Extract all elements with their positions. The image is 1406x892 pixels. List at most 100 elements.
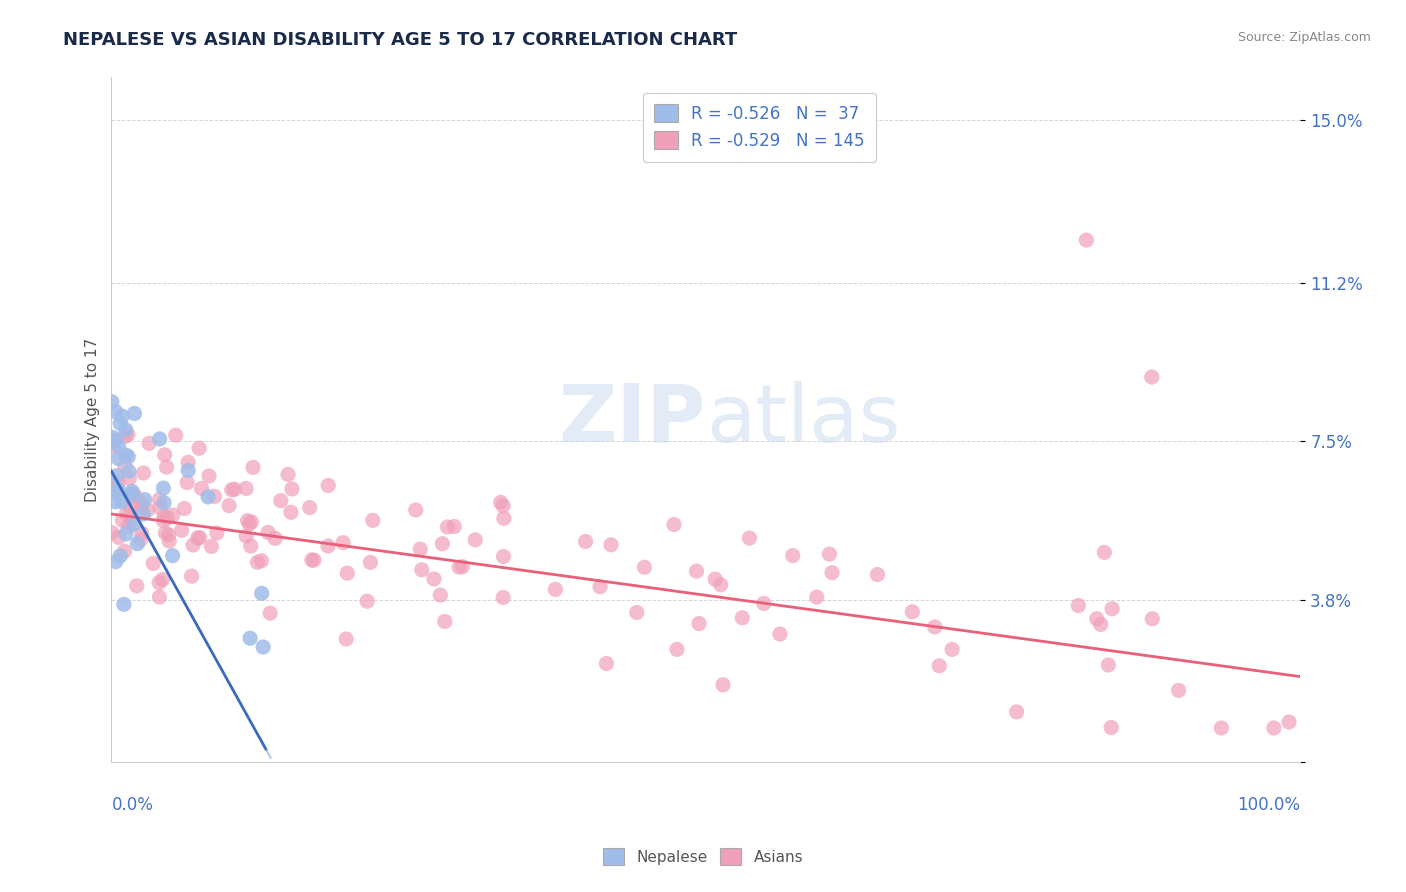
Point <box>1067 599 1090 613</box>
Point <box>136 503 159 517</box>
Point <box>250 586 273 600</box>
Point <box>165 428 187 442</box>
Point <box>633 560 655 574</box>
Point <box>107 483 129 497</box>
Point <box>301 553 323 567</box>
Point <box>224 483 246 497</box>
Point <box>302 553 325 567</box>
Point <box>492 499 515 513</box>
Point <box>818 547 841 561</box>
Point <box>149 432 172 446</box>
Point <box>239 539 262 553</box>
Point <box>239 632 262 646</box>
Point <box>205 526 228 541</box>
Point <box>188 531 211 545</box>
Point <box>134 492 156 507</box>
Point <box>411 563 433 577</box>
Point <box>162 549 184 563</box>
Point <box>104 405 127 419</box>
Point <box>155 525 177 540</box>
Point <box>489 495 512 509</box>
Point <box>432 537 454 551</box>
Point <box>127 536 149 550</box>
Point <box>200 540 222 554</box>
Point <box>600 538 623 552</box>
Point <box>688 616 710 631</box>
Point <box>148 575 170 590</box>
Point <box>731 611 754 625</box>
Point <box>405 503 427 517</box>
Point <box>152 514 174 528</box>
Point <box>107 439 129 453</box>
Point <box>710 577 733 591</box>
Point <box>114 544 136 558</box>
Point <box>114 429 136 443</box>
Point <box>1101 601 1123 615</box>
Point <box>429 588 451 602</box>
Point <box>711 678 734 692</box>
Point <box>356 594 378 608</box>
Point <box>704 572 727 586</box>
Point <box>157 528 180 542</box>
Point <box>115 526 138 541</box>
Point <box>316 539 339 553</box>
Point <box>107 475 129 489</box>
Point <box>246 555 269 569</box>
Point <box>1092 545 1115 559</box>
Point <box>492 549 515 564</box>
Point <box>153 448 176 462</box>
Point <box>177 463 200 477</box>
Point <box>153 509 176 524</box>
Point <box>173 501 195 516</box>
Point <box>806 590 828 604</box>
Text: 100.0%: 100.0% <box>1237 797 1301 814</box>
Point <box>181 538 204 552</box>
Point <box>821 566 844 580</box>
Point <box>449 560 471 574</box>
Point <box>176 475 198 490</box>
Point <box>112 598 135 612</box>
Point <box>1085 612 1108 626</box>
Point <box>259 606 281 620</box>
Point <box>117 450 139 464</box>
Point <box>221 483 243 497</box>
Point <box>170 524 193 538</box>
Point <box>118 464 141 478</box>
Text: Source: ZipAtlas.com: Source: ZipAtlas.com <box>1237 31 1371 45</box>
Point <box>120 491 142 505</box>
Point <box>492 591 515 605</box>
Point <box>131 497 153 511</box>
Point <box>257 525 280 540</box>
Point <box>492 511 515 525</box>
Point <box>409 542 432 557</box>
Legend: R = -0.526   N =  37, R = -0.529   N = 145: R = -0.526 N = 37, R = -0.529 N = 145 <box>643 93 876 161</box>
Point <box>235 529 257 543</box>
Point <box>924 620 946 634</box>
Point <box>252 640 274 654</box>
Y-axis label: Disability Age 5 to 17: Disability Age 5 to 17 <box>86 338 100 502</box>
Point <box>332 535 354 549</box>
Point <box>264 532 287 546</box>
Point <box>626 606 648 620</box>
Point <box>104 555 127 569</box>
Point <box>110 549 132 563</box>
Point <box>138 436 160 450</box>
Point <box>114 448 136 462</box>
Text: NEPALESE VS ASIAN DISABILITY AGE 5 TO 17 CORRELATION CHART: NEPALESE VS ASIAN DISABILITY AGE 5 TO 17… <box>63 31 738 49</box>
Point <box>451 559 474 574</box>
Point <box>120 488 142 502</box>
Point <box>105 468 128 483</box>
Point <box>901 605 924 619</box>
Point <box>122 517 145 532</box>
Point <box>142 557 165 571</box>
Point <box>188 442 211 456</box>
Point <box>117 427 139 442</box>
Point <box>104 433 127 447</box>
Point <box>1099 721 1122 735</box>
Point <box>866 567 889 582</box>
Point <box>124 407 146 421</box>
Point <box>595 657 617 671</box>
Text: 0.0%: 0.0% <box>111 797 153 814</box>
Point <box>270 493 292 508</box>
Point <box>120 501 142 516</box>
